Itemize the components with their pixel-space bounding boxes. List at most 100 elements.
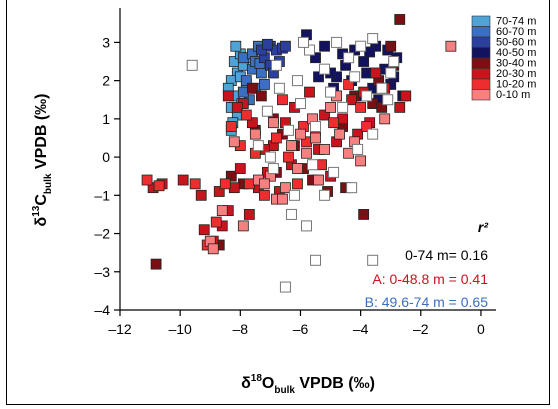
open-data-point — [291, 75, 303, 87]
data-point — [394, 14, 406, 25]
x-tick-label: –4 — [353, 321, 369, 337]
open-data-point — [337, 101, 349, 113]
data-point — [301, 147, 312, 159]
open-data-point — [279, 281, 291, 293]
open-data-point — [349, 71, 361, 83]
data-point — [358, 209, 370, 220]
y-tick-label: 2 — [102, 73, 110, 89]
open-data-point — [331, 36, 343, 48]
y-tick-label: –2 — [94, 226, 110, 242]
legend-label: 70-74 m — [496, 16, 536, 28]
data-point — [361, 121, 373, 132]
open-data-point — [273, 82, 285, 94]
open-data-point — [355, 40, 367, 52]
open-data-point — [310, 121, 322, 133]
legend-label: 30-40 m — [496, 58, 536, 70]
data-point — [243, 209, 255, 220]
data-point — [225, 170, 237, 182]
open-data-point — [300, 220, 312, 232]
data-point — [255, 44, 267, 56]
x-tick-label: –12 — [108, 321, 132, 337]
y-tick-label: 0 — [102, 149, 110, 165]
data-point — [255, 67, 267, 79]
open-data-point — [367, 254, 379, 266]
data-point — [271, 132, 282, 144]
open-data-point — [297, 36, 309, 48]
data-point — [283, 151, 294, 163]
legend-swatch — [471, 68, 491, 80]
y-axis-title: δ13Cbulk VPDB (‰) — [31, 94, 54, 227]
legend-swatch — [471, 36, 491, 48]
data-point — [343, 79, 355, 90]
data-point — [216, 205, 228, 217]
open-data-point — [325, 86, 337, 98]
legend-label: 10-20 m — [496, 79, 536, 91]
data-point — [198, 224, 210, 236]
data-point — [316, 159, 327, 171]
open-data-point — [304, 44, 316, 56]
data-point — [370, 67, 382, 79]
x-tick-label: –10 — [168, 321, 192, 337]
data-point — [258, 178, 270, 190]
data-point — [319, 40, 330, 52]
data-point — [228, 136, 240, 148]
legend-label: 40-50 m — [496, 47, 536, 59]
data-point — [280, 182, 291, 194]
open-data-point — [385, 67, 397, 79]
data-point — [376, 101, 388, 113]
data-point — [255, 90, 267, 102]
data-point — [286, 140, 297, 152]
data-point — [219, 178, 231, 190]
data-point — [343, 147, 355, 159]
open-data-point — [388, 56, 400, 68]
axis-titles: δ18Obulk VPDB (‰) δ13Cbulk VPDB (‰) — [31, 94, 375, 396]
x-tick-label: 0 — [477, 321, 485, 337]
legend-swatch — [471, 78, 491, 90]
data-point — [310, 52, 321, 64]
open-data-point — [252, 140, 264, 152]
x-tick-label: –8 — [233, 321, 249, 337]
legend-swatch — [471, 15, 491, 27]
data-point — [177, 174, 189, 186]
x-tick-label: –2 — [413, 321, 429, 337]
data-point — [240, 109, 252, 121]
open-data-point — [264, 151, 276, 163]
data-point — [337, 113, 348, 125]
data-point — [346, 94, 358, 106]
data-point — [319, 144, 330, 155]
open-data-point — [310, 254, 322, 266]
y-tick-label: –1 — [94, 187, 110, 203]
data-point — [225, 121, 237, 132]
data-point — [280, 40, 291, 52]
y-tick-label: –4 — [94, 302, 110, 318]
data-points — [141, 14, 457, 293]
data-point — [292, 163, 303, 174]
data-point — [234, 163, 246, 174]
data-point — [358, 56, 370, 67]
data-point — [237, 86, 249, 98]
data-point — [207, 243, 219, 255]
data-point — [334, 128, 345, 140]
data-point — [228, 182, 240, 194]
open-data-point — [267, 163, 279, 175]
data-point — [292, 178, 303, 190]
data-point — [261, 38, 273, 50]
data-point — [277, 94, 288, 106]
data-point — [394, 101, 406, 113]
data-point — [246, 82, 258, 94]
open-data-point — [186, 59, 198, 71]
data-point — [313, 174, 324, 186]
data-point — [141, 174, 153, 186]
open-data-point — [261, 105, 273, 117]
data-point — [213, 186, 225, 197]
data-point — [195, 189, 207, 201]
open-data-point — [376, 82, 388, 94]
data-point — [230, 40, 242, 52]
data-point — [355, 101, 367, 113]
data-point — [249, 128, 261, 140]
open-data-point — [382, 94, 394, 106]
legend-swatch — [471, 89, 491, 101]
legend-label: 0-10 m — [496, 89, 530, 101]
data-point — [258, 189, 270, 201]
